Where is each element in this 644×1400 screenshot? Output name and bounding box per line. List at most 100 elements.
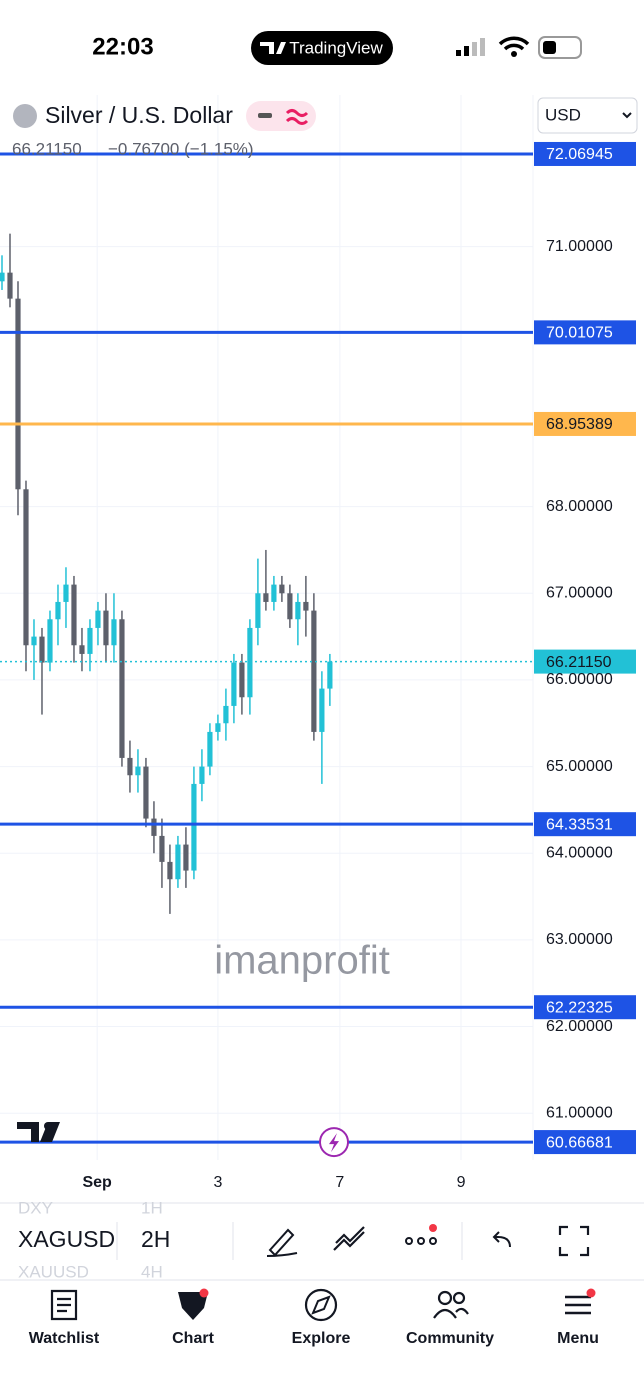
y-tick-label: 65.00000 (546, 758, 613, 775)
nav-label[interactable]: Community (406, 1330, 494, 1347)
y-tick-label: 63.00000 (546, 931, 613, 948)
candle-body (191, 783, 197, 871)
y-tick-label: 67.00000 (546, 584, 613, 601)
explore-icon[interactable] (304, 1288, 338, 1322)
signal-icon (456, 38, 485, 56)
wifi-dot (511, 51, 517, 57)
watchlist-icon[interactable] (50, 1289, 78, 1321)
battery (538, 36, 582, 59)
candle-body (151, 818, 157, 836)
candle-body (263, 593, 269, 602)
fullscreen-button[interactable] (558, 1225, 590, 1257)
chart-icon[interactable] (178, 1292, 208, 1320)
undo-button[interactable] (492, 1231, 511, 1248)
symbol-current[interactable]: XAGUSD (18, 1226, 115, 1252)
watermark: imanprofit (214, 939, 390, 983)
level-label-box (534, 1130, 636, 1155)
candle-body (327, 661, 333, 689)
candle-body (95, 610, 101, 628)
interval-next: 4H (141, 1262, 163, 1281)
level-label: 60.66681 (546, 1134, 613, 1151)
candle-body (311, 610, 317, 732)
alert-icon[interactable] (319, 1127, 349, 1158)
symbol-prev: DXY (18, 1198, 53, 1217)
symbol-name[interactable]: Silver / U.S. Dollar (45, 102, 233, 128)
candle-body (47, 619, 53, 663)
level-label: 70.01075 (546, 325, 613, 342)
x-tick-label: 9 (457, 1174, 466, 1191)
level-label-box (534, 411, 636, 436)
currency-select[interactable] (537, 97, 638, 134)
chart: imanprofit 72.06945 70.01075 68.95389 64.335… (0, 95, 636, 1191)
last-price-box (534, 649, 636, 674)
nav-label[interactable]: Explore (292, 1330, 351, 1347)
nav-label[interactable]: Menu (557, 1330, 599, 1347)
level-label: 64.33531 (546, 816, 613, 833)
notify-dot (429, 1224, 437, 1232)
tv-logo-dot (44, 1122, 52, 1130)
candle-body (271, 584, 277, 602)
price-change: −0.76700 (−1.15%) (108, 139, 254, 158)
candle-body (215, 723, 221, 732)
interval-current[interactable]: 2H (141, 1226, 170, 1252)
y-tick-label: 61.00000 (546, 1104, 613, 1121)
candle-body (31, 636, 37, 646)
candle-body (287, 593, 293, 620)
candle-body (127, 757, 133, 776)
x-tick-label: 3 (213, 1174, 222, 1191)
candle-body (199, 766, 205, 784)
tv-logo-small (260, 42, 286, 54)
x-tick-label: 7 (335, 1174, 344, 1191)
candle-body (103, 610, 109, 646)
battery-level (543, 41, 556, 54)
tv-logo (17, 1122, 60, 1142)
candle-body (111, 619, 117, 646)
candle-body (0, 272, 5, 282)
y-tick-label: 62.00000 (546, 1018, 613, 1035)
currency-label: USD (545, 105, 581, 124)
last-price-label: 66.21150 (546, 654, 612, 671)
app-name: TradingView (289, 38, 383, 57)
candle-body (207, 731, 213, 767)
candle-body (71, 584, 77, 646)
candle-body (143, 766, 149, 819)
dropdown-arrow (622, 112, 632, 119)
candle-body (247, 627, 253, 698)
alert-bolt (329, 1133, 339, 1153)
app-pill (251, 31, 393, 65)
candle-body (23, 489, 29, 646)
y-tick-label: 66.00000 (546, 671, 613, 688)
candle-body (39, 636, 45, 663)
candle-body (119, 619, 125, 758)
y-tick-label: 68.00000 (546, 498, 613, 515)
chart-dot (199, 1288, 209, 1298)
nav-label[interactable]: Chart (172, 1330, 214, 1347)
more-tool[interactable] (405, 1237, 437, 1245)
wifi-icon (498, 36, 530, 51)
candle-body (239, 662, 245, 698)
candle-body (135, 766, 141, 776)
level-label-box (534, 141, 636, 166)
indicator-tool[interactable] (333, 1226, 365, 1251)
menu-dot (586, 1288, 596, 1298)
candle-body (279, 584, 285, 594)
levels: 72.06945 70.01075 68.95389 64.33531 62.22325… (0, 141, 636, 1158)
candle-body (223, 705, 229, 724)
candle-body (63, 584, 69, 602)
candle-body (7, 272, 13, 299)
grid: imanprofit (0, 95, 534, 1160)
symbol-next: XAUUSD (18, 1262, 89, 1281)
compass-needle (311, 1295, 331, 1315)
candle-body (319, 688, 325, 732)
interval-prev: 1H (141, 1198, 163, 1217)
candle-body (183, 844, 189, 871)
candle-body (167, 861, 173, 880)
level-label-box (534, 995, 636, 1020)
nav-label[interactable]: Watchlist (29, 1330, 100, 1347)
community-icon[interactable] (433, 1290, 469, 1319)
draw-tool[interactable] (266, 1228, 298, 1257)
menu-icon[interactable] (565, 1295, 591, 1315)
level-label: 72.06945 (546, 146, 613, 163)
level-label: 68.95389 (546, 416, 613, 433)
